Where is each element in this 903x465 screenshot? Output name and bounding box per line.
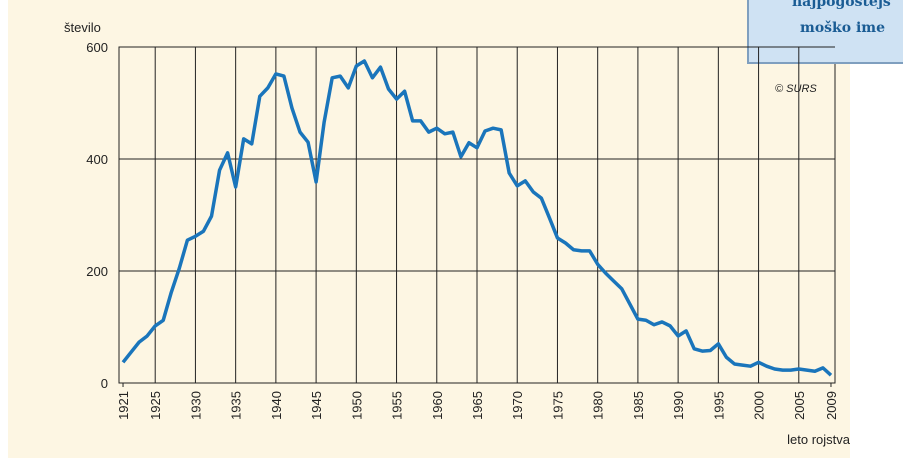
x-tick-label: 2005 [792, 391, 807, 420]
source: © SURS [775, 83, 817, 95]
x-tick-label: 1940 [269, 391, 284, 420]
x-tick-label: 1925 [148, 391, 163, 420]
x-tick-label: 1970 [510, 391, 525, 420]
title-box [747, 0, 903, 64]
x-tick-label: 1990 [671, 391, 686, 420]
x-tick-label: 1995 [711, 391, 726, 420]
x-tick-label: 2000 [752, 391, 767, 420]
box-title: moško ime [800, 20, 885, 36]
y-tick-label: 400 [86, 152, 108, 167]
box-title: najpogostejš [792, 0, 891, 10]
x-tick-label: 1960 [430, 391, 445, 420]
x-tick-label: 1950 [349, 391, 364, 420]
line [121, 59, 833, 377]
x-tick-label: 1965 [470, 391, 485, 420]
x-tick-label: 1980 [591, 391, 606, 420]
y-tick-label: 200 [86, 264, 108, 279]
x-tick-label: 1945 [309, 391, 324, 420]
x-tick-label: 1975 [550, 391, 565, 420]
x-tick-label: 1935 [229, 391, 244, 420]
y-tick-label: 0 [101, 376, 108, 391]
x-tick-label: 2009 [824, 391, 839, 420]
x-tick-label: 1955 [390, 391, 405, 420]
x-axis-label: leto rojstva [787, 432, 851, 447]
x-tick-label: 1985 [631, 391, 646, 420]
x-tick-label: 1921 [116, 391, 131, 420]
y-axis-label: število [64, 20, 101, 35]
y-tick-label: 600 [86, 40, 108, 55]
x-tick-label: 1930 [188, 391, 203, 420]
